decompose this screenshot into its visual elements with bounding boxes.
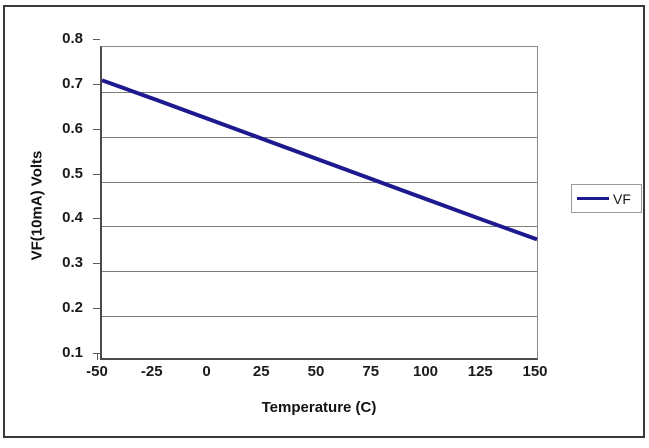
y-tick-label: 0.6 <box>62 119 83 137</box>
legend: VF <box>571 184 642 213</box>
gridline <box>102 181 537 183</box>
y-tick-label: 0.1 <box>62 344 83 361</box>
legend-label-vf: VF <box>613 190 631 207</box>
x-tick-label: 125 <box>467 363 493 380</box>
x-tick-label: -25 <box>140 363 163 380</box>
y-tick-mark <box>93 173 100 175</box>
y-tick-mark <box>93 218 100 220</box>
y-tick-label: 0.5 <box>62 164 83 182</box>
x-tick-mark <box>97 353 98 360</box>
x-tick-label: 50 <box>307 363 325 380</box>
gridline <box>102 226 537 228</box>
gridline <box>102 316 537 318</box>
y-tick-mark <box>93 128 100 130</box>
gridline <box>102 91 537 93</box>
y-tick-label: 0.3 <box>62 254 83 272</box>
x-tick-label: -50 <box>86 363 108 380</box>
y-tick-mark <box>93 353 100 354</box>
y-tick-mark <box>93 308 100 310</box>
gridline <box>102 271 537 273</box>
y-tick-label: 0.2 <box>62 299 83 317</box>
x-tick-label: 25 <box>252 363 270 380</box>
y-tick-mark <box>93 39 100 40</box>
x-tick-label: 0 <box>202 363 211 380</box>
legend-swatch-vf <box>577 197 609 200</box>
x-tick-label: 75 <box>362 363 380 380</box>
figure-border: 0.8 0.7 0.6 0.5 0.4 0.3 0.2 0.1 -50 -25 0 25 50 75 10… <box>3 5 645 438</box>
y-tick-mark <box>93 83 100 85</box>
gridline <box>102 136 537 138</box>
plot-area <box>100 46 538 360</box>
x-tick-label: 150 <box>522 363 548 380</box>
y-axis-title: VF(10mA) Volts <box>28 150 46 261</box>
y-tick-mark <box>93 263 100 265</box>
y-tick-label: 0.4 <box>62 209 83 227</box>
y-tick-label: 0.7 <box>62 74 83 92</box>
y-tick-label: 0.8 <box>62 30 83 47</box>
data-series-svg <box>101 78 538 242</box>
x-tick-label: 100 <box>412 363 439 380</box>
line-series-vf <box>101 78 538 242</box>
x-axis-title: Temperature (C) <box>261 399 377 416</box>
